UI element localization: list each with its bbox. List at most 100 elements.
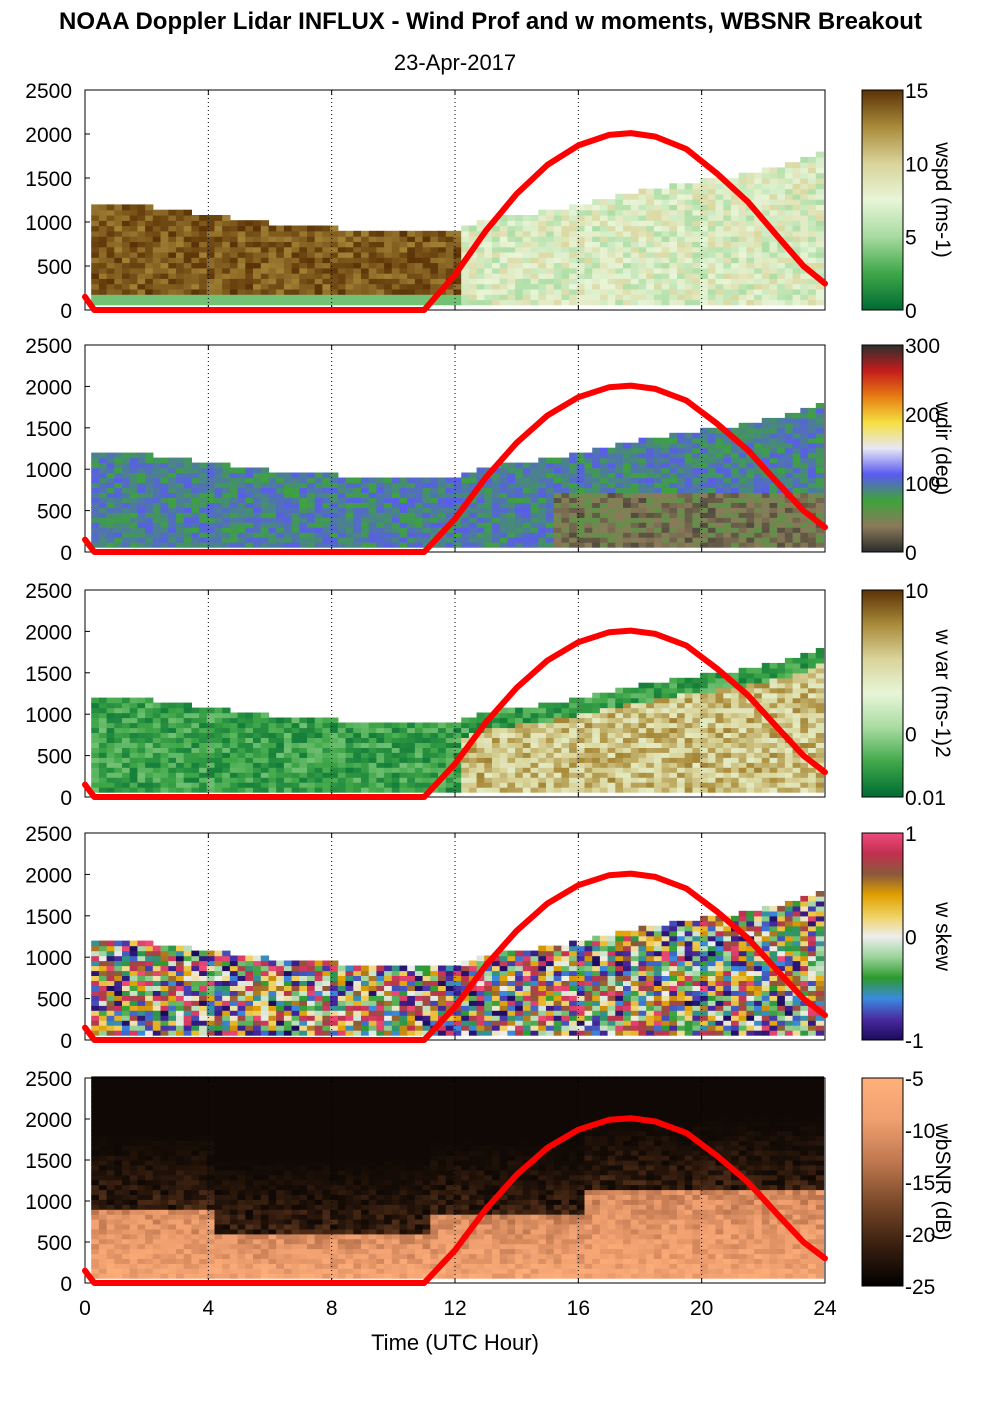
heatmap-cell xyxy=(353,517,362,523)
heatmap-cell xyxy=(237,241,246,248)
heatmap-cell xyxy=(669,267,678,274)
heatmap-cell xyxy=(669,692,678,699)
heatmap-cell xyxy=(499,225,508,232)
heatmap-cell xyxy=(808,542,817,548)
heatmap-cell xyxy=(330,782,339,788)
heatmap-cell xyxy=(476,487,485,493)
heatmap-cell xyxy=(176,283,185,290)
heatmap-cell xyxy=(91,472,100,479)
heatmap-cell xyxy=(576,288,586,295)
heatmap-cell xyxy=(106,542,115,548)
heatmap-cell xyxy=(438,762,447,768)
heatmap-cell xyxy=(445,487,455,493)
heatmap-cell xyxy=(283,283,293,290)
heatmap-cell xyxy=(160,262,169,269)
heatmap-cell xyxy=(307,717,316,724)
heatmap-cell xyxy=(723,267,732,274)
heatmap-cell xyxy=(260,497,270,503)
heatmap-cell xyxy=(646,299,655,306)
heatmap-cell xyxy=(361,262,370,269)
heatmap-cell xyxy=(599,707,609,714)
heatmap-cell xyxy=(522,537,532,543)
heatmap-cell xyxy=(607,199,616,205)
heatmap-cell xyxy=(507,722,516,729)
heatmap-cell xyxy=(707,502,717,508)
heatmap-cell xyxy=(700,294,709,301)
heatmap-cell xyxy=(191,732,200,738)
heatmap-cell xyxy=(646,517,655,523)
heatmap-cell xyxy=(453,527,462,533)
heatmap-cell xyxy=(522,251,532,258)
heatmap-cell xyxy=(777,467,786,474)
heatmap-cell xyxy=(330,299,339,306)
heatmap-cell xyxy=(129,273,138,279)
heatmap-cell xyxy=(653,209,663,216)
heatmap-cell xyxy=(322,727,331,733)
heatmap-cell xyxy=(122,267,131,274)
heatmap-cell xyxy=(569,717,578,724)
heatmap-cell xyxy=(815,288,825,295)
heatmap-cell xyxy=(546,283,555,290)
heatmap-cell xyxy=(168,273,177,279)
heatmap-cell xyxy=(646,193,655,200)
heatmap-cell xyxy=(669,278,678,285)
heatmap-cell xyxy=(599,757,609,763)
heatmap-cell xyxy=(615,482,624,488)
heatmap-cell xyxy=(361,283,370,290)
heatmap-cell xyxy=(353,772,362,778)
heatmap-cell xyxy=(677,487,686,493)
heatmap-cell xyxy=(237,288,246,295)
heatmap-cell xyxy=(738,507,747,513)
heatmap-cell xyxy=(700,777,709,783)
heatmap-cell xyxy=(453,262,462,269)
heatmap-cell xyxy=(784,512,794,518)
heatmap-cell xyxy=(692,682,701,689)
heatmap-cell xyxy=(808,412,817,419)
heatmap-cell xyxy=(746,527,755,533)
heatmap-cell xyxy=(808,487,817,493)
heatmap-cell xyxy=(206,782,216,788)
heatmap-cell xyxy=(492,522,501,528)
heatmap-cell xyxy=(623,732,632,738)
heatmap-cell xyxy=(122,712,131,719)
heatmap-cell xyxy=(468,772,478,778)
heatmap-cell xyxy=(530,772,539,778)
heatmap-cell xyxy=(623,522,632,528)
heatmap-cell xyxy=(653,707,663,714)
heatmap-cell xyxy=(438,727,447,733)
heatmap-cell xyxy=(368,532,377,538)
heatmap-cell xyxy=(183,507,192,513)
heatmap-cell xyxy=(299,527,308,533)
heatmap-cell xyxy=(584,697,593,704)
heatmap-cell xyxy=(168,752,177,758)
heatmap-cell xyxy=(638,727,647,733)
heatmap-cell xyxy=(176,787,185,793)
heatmap-cell xyxy=(322,742,331,748)
heatmap-cell xyxy=(684,692,693,699)
heatmap-cell xyxy=(152,532,162,538)
heatmap-cell xyxy=(692,692,701,699)
heatmap-cell xyxy=(769,273,778,279)
heatmap-cell xyxy=(715,447,724,454)
heatmap-cell xyxy=(322,257,331,264)
heatmap-cell xyxy=(515,294,524,301)
heatmap-cell xyxy=(129,787,138,793)
heatmap-cell xyxy=(145,787,154,793)
heatmap-cell xyxy=(684,777,693,783)
heatmap-cell xyxy=(337,236,347,242)
heatmap-cell xyxy=(761,522,771,528)
heatmap-cell xyxy=(653,777,663,783)
heatmap-cell xyxy=(692,225,701,232)
heatmap-cell xyxy=(245,752,254,758)
heatmap-cell xyxy=(738,246,747,253)
heatmap-cell xyxy=(114,283,123,290)
heatmap-cell xyxy=(800,236,809,242)
heatmap-cell xyxy=(731,273,740,279)
heatmap-cell xyxy=(546,702,555,709)
heatmap-cell xyxy=(368,230,377,237)
heatmap-cell xyxy=(746,278,755,285)
heatmap-cell xyxy=(546,522,555,528)
heatmap-cell xyxy=(299,542,308,548)
heatmap-cell xyxy=(114,697,123,704)
heatmap-cell xyxy=(260,230,270,237)
